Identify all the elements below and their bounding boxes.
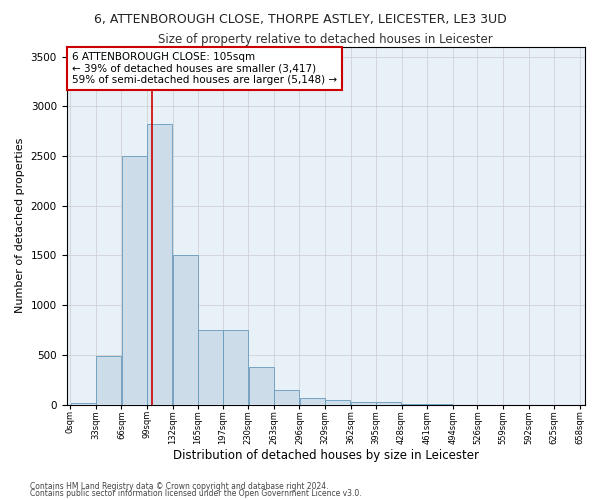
Bar xyxy=(71,402,95,404)
Bar xyxy=(96,356,121,405)
Text: 6, ATTENBOROUGH CLOSE, THORPE ASTLEY, LEICESTER, LE3 3UD: 6, ATTENBOROUGH CLOSE, THORPE ASTLEY, LE… xyxy=(94,12,506,26)
Bar xyxy=(148,124,172,404)
Bar xyxy=(351,402,376,404)
Bar xyxy=(300,398,325,404)
Y-axis label: Number of detached properties: Number of detached properties xyxy=(15,138,25,314)
Text: Contains public sector information licensed under the Open Government Licence v3: Contains public sector information licen… xyxy=(30,489,362,498)
Bar xyxy=(173,256,198,404)
Bar xyxy=(376,402,401,404)
Bar xyxy=(199,330,223,404)
Text: 6 ATTENBOROUGH CLOSE: 105sqm
← 39% of detached houses are smaller (3,417)
59% of: 6 ATTENBOROUGH CLOSE: 105sqm ← 39% of de… xyxy=(72,52,337,85)
X-axis label: Distribution of detached houses by size in Leicester: Distribution of detached houses by size … xyxy=(173,450,479,462)
Bar xyxy=(274,390,299,404)
Bar xyxy=(122,156,146,404)
Bar xyxy=(223,330,248,404)
Bar xyxy=(325,400,350,404)
Text: Contains HM Land Registry data © Crown copyright and database right 2024.: Contains HM Land Registry data © Crown c… xyxy=(30,482,329,491)
Bar xyxy=(248,366,274,405)
Title: Size of property relative to detached houses in Leicester: Size of property relative to detached ho… xyxy=(158,32,493,46)
